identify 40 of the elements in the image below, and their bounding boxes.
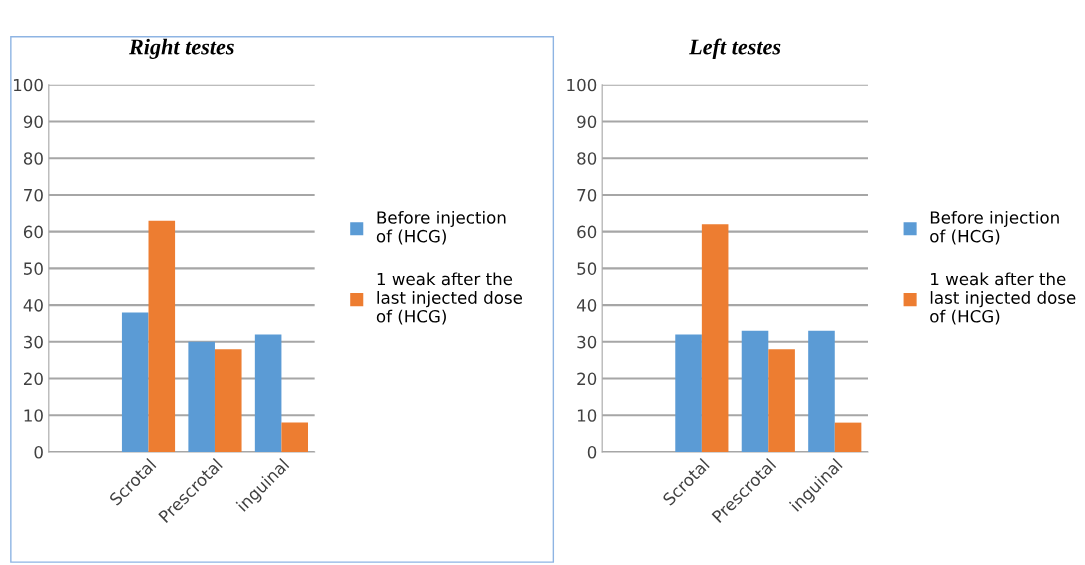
y-tick-label: 50 (24, 262, 43, 275)
chart-title: Right testes (128, 38, 234, 59)
bar (834, 422, 862, 452)
y-tick-label: 40 (576, 299, 597, 312)
legend-label: 1 weak after the last injected dose of (HCG) (376, 272, 523, 325)
legend-label: Before injection of (HCG) (376, 210, 506, 245)
y-tick-label: 20 (23, 372, 43, 386)
y-tick-label: 10 (24, 409, 43, 422)
y-tick-label: 60 (577, 225, 597, 239)
y-tick-label: 50 (577, 262, 597, 275)
y-tick-label: 100 (13, 78, 43, 92)
y-tick-label: 20 (577, 372, 597, 386)
y-tick-label: 90 (23, 115, 43, 129)
y-tick-label: 100 (567, 78, 597, 92)
y-tick-label: 10 (577, 409, 597, 422)
y-tick-label: 30 (577, 335, 597, 349)
bar (148, 220, 176, 452)
bar (254, 334, 282, 452)
y-tick-label: 70 (577, 188, 597, 202)
bar (188, 341, 215, 452)
y-tick-label: 40 (23, 299, 43, 312)
bar (701, 224, 729, 452)
legend-label: 1 weak after the last injected dose of (HCG) (930, 272, 1076, 325)
y-tick-label: 0 (34, 445, 43, 459)
bar (808, 330, 835, 452)
y-tick-label: 60 (23, 225, 43, 239)
y-tick-label: 30 (24, 335, 43, 349)
bar (281, 422, 308, 452)
bar (768, 349, 795, 452)
y-tick-label: 70 (24, 188, 43, 202)
y-tick-label: 90 (577, 115, 597, 129)
y-tick-label: 80 (577, 152, 597, 165)
bar (214, 349, 242, 452)
bar (121, 312, 149, 452)
chart-title: Left testes (688, 38, 781, 59)
bar (741, 330, 769, 452)
y-tick-label: 80 (23, 152, 43, 165)
legend-label: Before injection of (HCG) (930, 210, 1059, 245)
bar (675, 334, 702, 452)
y-tick-label: 0 (587, 445, 597, 459)
